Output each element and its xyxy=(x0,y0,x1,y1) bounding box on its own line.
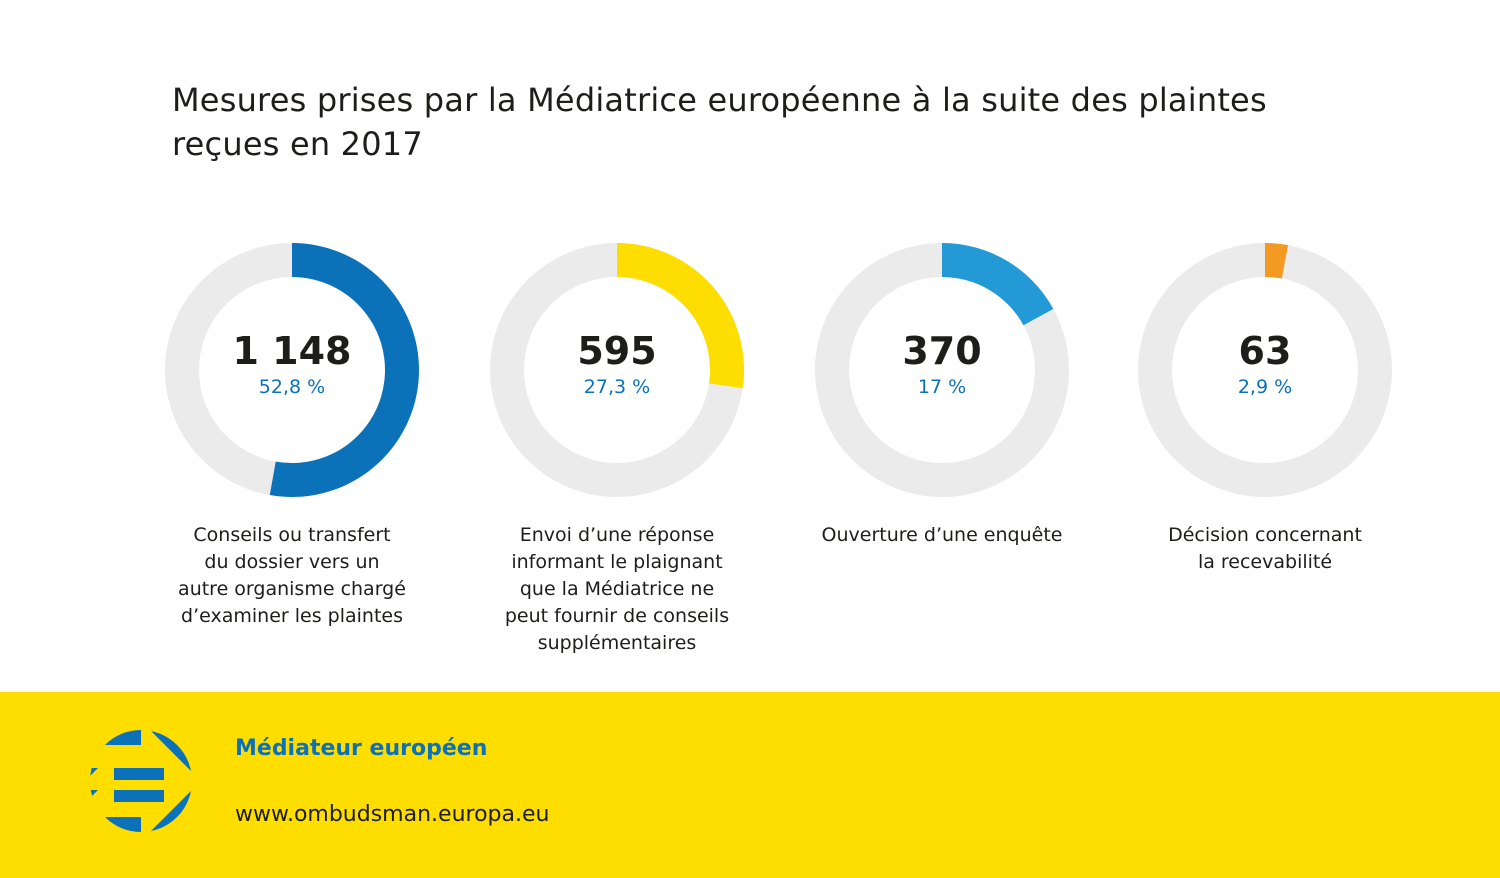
category-label-line: la recevabilité xyxy=(1197,551,1333,573)
category-label-line: du dossier vers un xyxy=(204,551,380,573)
donut-center: 370 17 % xyxy=(812,328,1072,400)
percent-value: 2,9 % xyxy=(1237,376,1293,398)
category-label-line: d’examiner les plaintes xyxy=(181,605,403,627)
category-label: Conseils ou transfert du dossier vers un a… xyxy=(142,522,442,630)
donut-segment xyxy=(1265,243,1289,279)
count-value: 1 148 xyxy=(232,329,352,373)
donut-segment xyxy=(942,243,1054,326)
category-label-line: Décision concernant xyxy=(1168,524,1362,546)
category-label-line: informant le plaignant xyxy=(511,551,723,573)
category-label: Envoi d’une réponse informant le plaignan… xyxy=(467,522,767,657)
donut-chart xyxy=(1138,243,1392,497)
donut-chart xyxy=(165,243,420,497)
donut-chart xyxy=(490,243,744,497)
percent-value: 27,3 % xyxy=(583,376,651,398)
category-label: Ouverture d’une enquête xyxy=(792,522,1092,549)
chart-title: Mesures prises par la Médiatrice europée… xyxy=(172,81,1267,163)
count-value: 370 xyxy=(902,329,982,373)
donut-chart xyxy=(815,243,1069,497)
percent-value: 17 % xyxy=(917,376,967,398)
category-label-line: que la Médiatrice ne xyxy=(519,578,715,600)
category-label-line: supplémentaires xyxy=(537,632,697,654)
website-url[interactable]: www.ombudsman.europa.eu xyxy=(235,802,550,827)
donut-segment xyxy=(269,243,420,497)
count-value: 63 xyxy=(1238,329,1292,373)
percent-value: 52,8 % xyxy=(258,376,326,398)
donut-center: 595 27,3 % xyxy=(487,328,747,400)
footer-banner: Médiateur européen www.ombudsman.europa.… xyxy=(0,692,1500,878)
category-label-line: peut fournir de conseils xyxy=(504,605,730,627)
european-ombudsman-logo-icon xyxy=(90,730,192,832)
category-label-line: Conseils ou transfert xyxy=(193,524,391,546)
category-label-line: Ouverture d’une enquête xyxy=(821,524,1063,546)
donut-segment xyxy=(617,243,744,389)
category-label-line: autre organisme chargé xyxy=(178,578,406,600)
donut-center: 1 148 52,8 % xyxy=(162,328,422,400)
count-value: 595 xyxy=(577,329,657,373)
donut-center: 63 2,9 % xyxy=(1135,328,1395,400)
category-label-line: Envoi d’une réponse xyxy=(519,524,715,546)
category-label: Décision concernant la recevabilité xyxy=(1115,522,1415,576)
brand-name: Médiateur européen xyxy=(235,736,488,761)
